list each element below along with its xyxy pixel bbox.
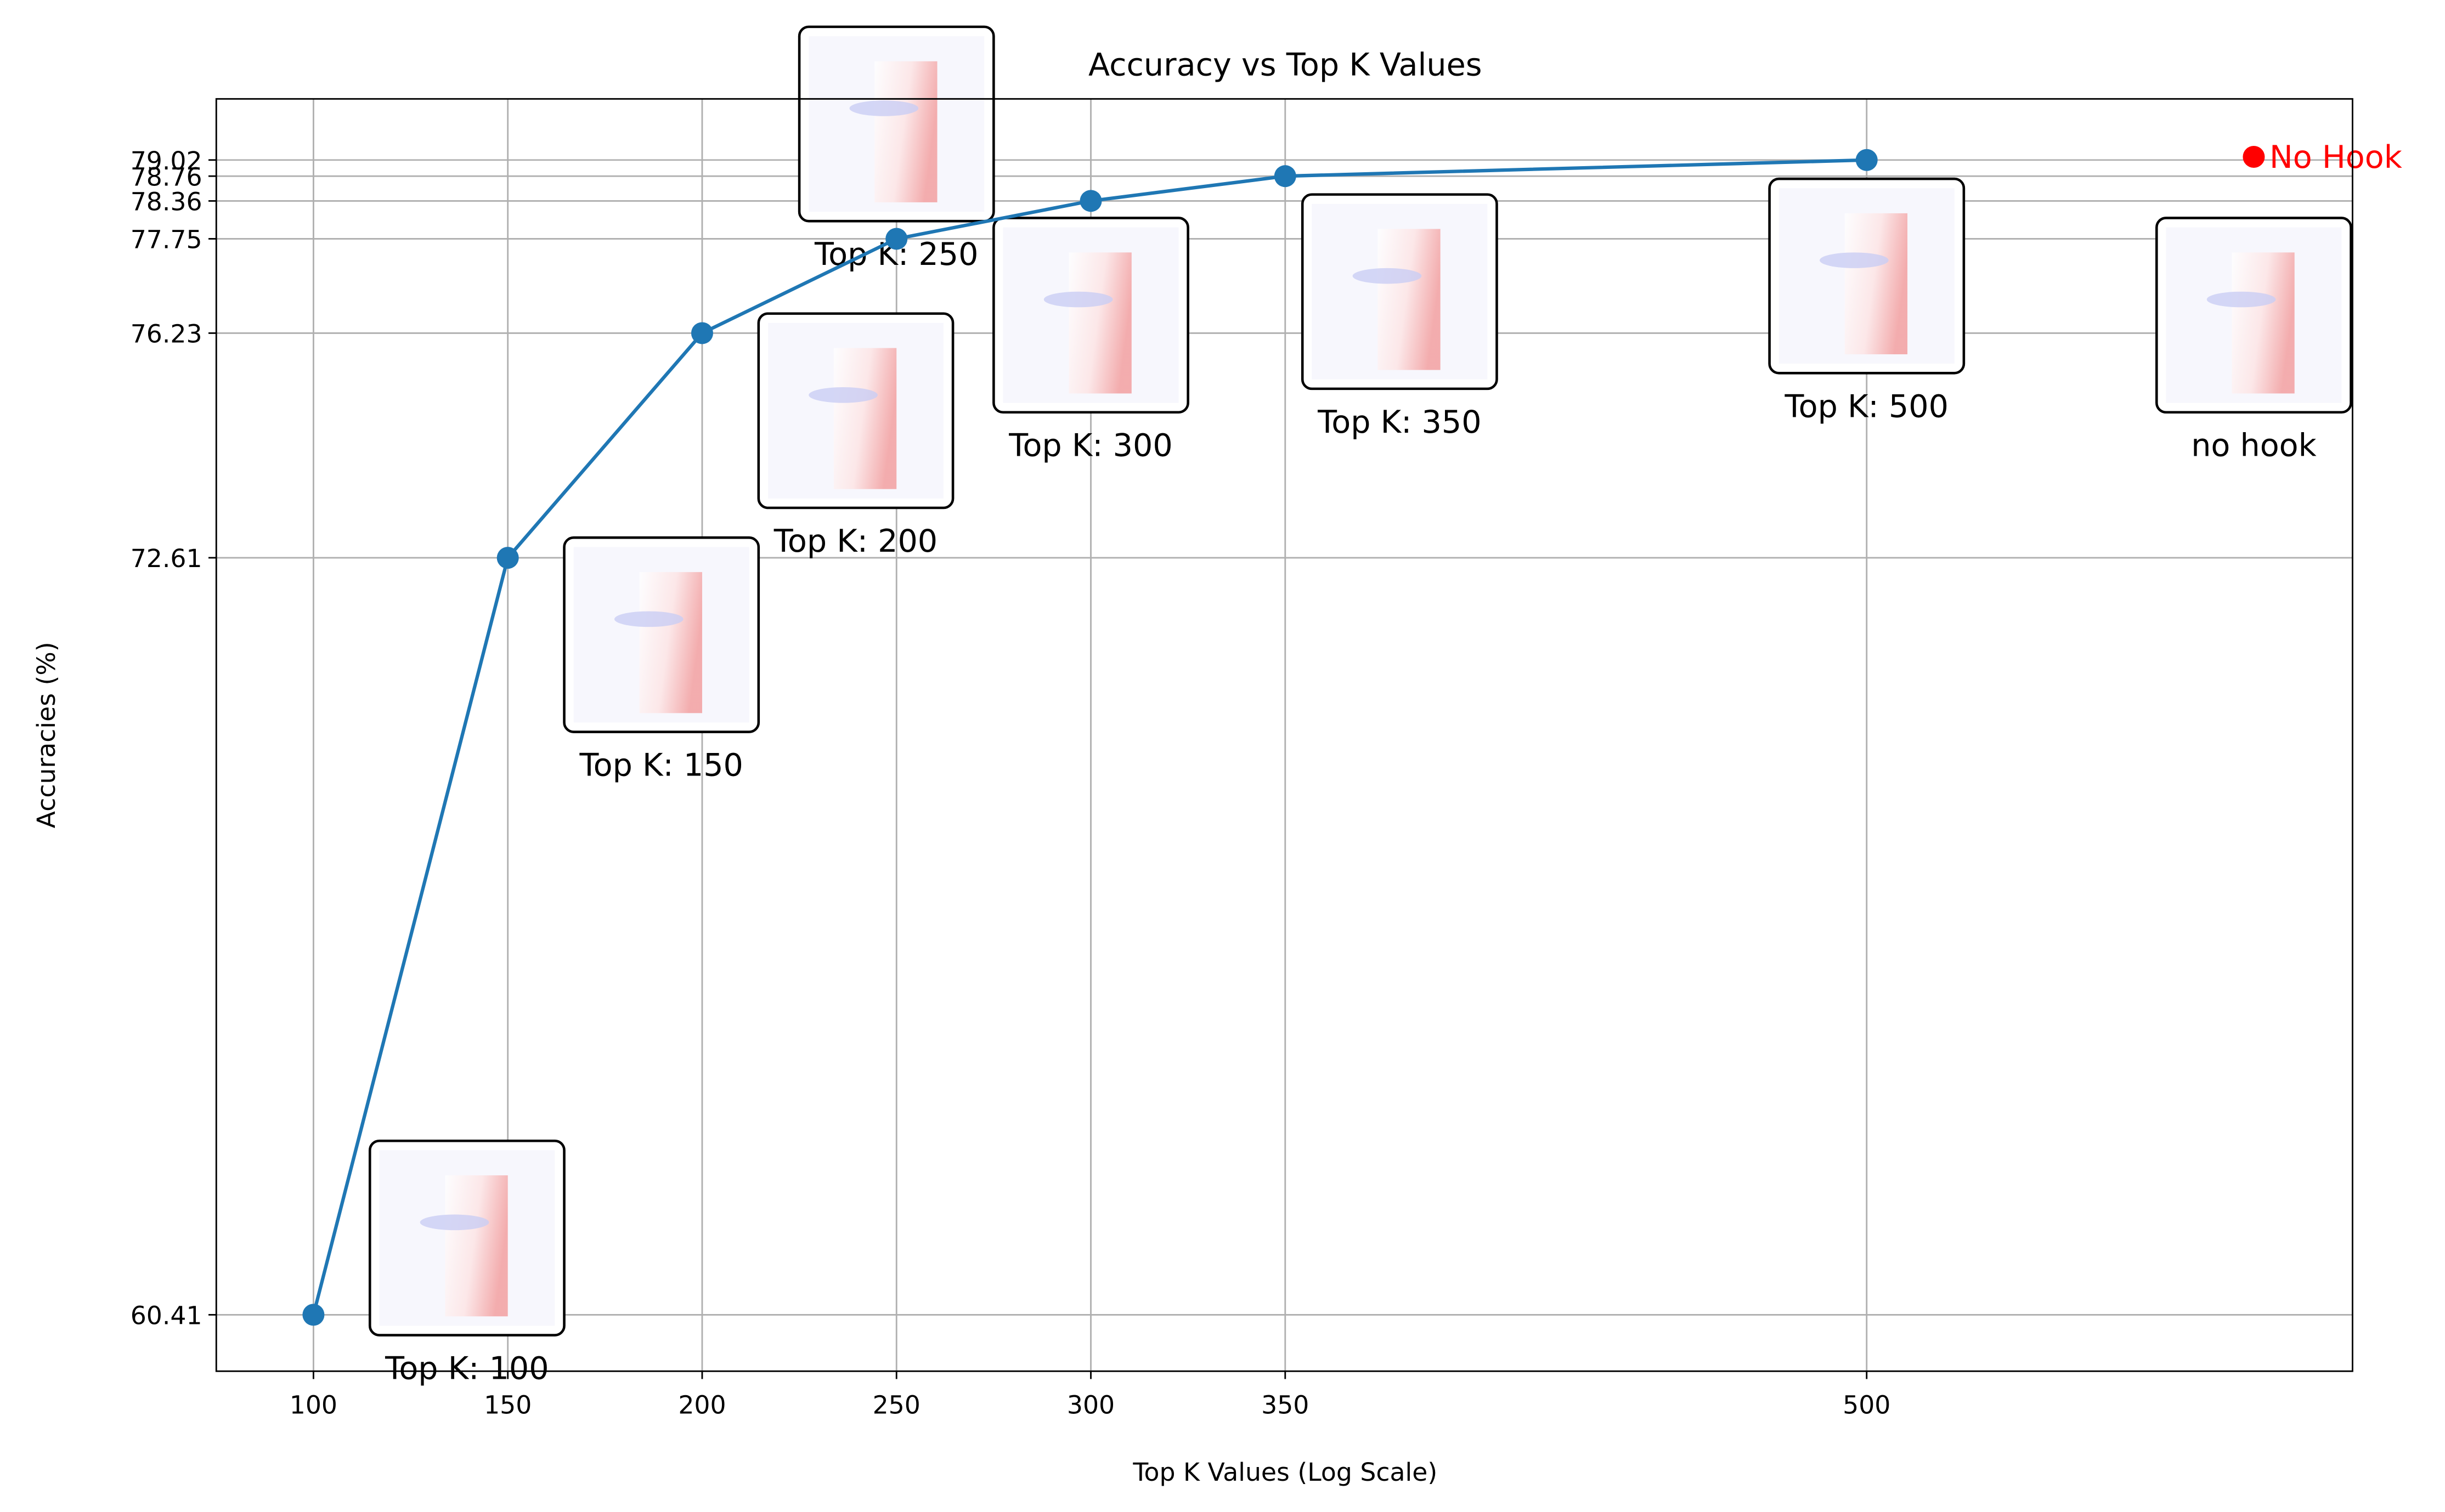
y-tick-label: 78.36 [131, 188, 202, 217]
data-point [1274, 165, 1296, 188]
thumbnail-label: Top K: 200 [773, 523, 938, 559]
thumbnail-1: Top K: 100 [368, 1139, 566, 1387]
chart-title: Accuracy vs Top K Values [1088, 47, 1482, 83]
thumbnail-hot-region [833, 348, 897, 489]
ticks: 100 150 200 250 300 350 500 60.41 72.61 76.23 77.7… [131, 146, 1891, 1419]
thumbnail-hot-region [2232, 252, 2295, 394]
thumbnail-cool-region [1352, 268, 1422, 284]
thumbnail-7: Top K: 500 [1768, 177, 1966, 424]
thumbnail-label: Top K: 500 [1785, 388, 1949, 424]
thumbnail-cool-region [1043, 291, 1113, 308]
thumbnail-hot-region [445, 1175, 508, 1317]
thumbnail-hot-region [1069, 252, 1132, 394]
thumbnail-label: Top K: 100 [385, 1351, 549, 1387]
x-tick-label: 100 [290, 1390, 337, 1419]
y-tick-label: 76.23 [131, 320, 202, 349]
data-point [691, 322, 713, 344]
data-point [496, 547, 519, 569]
thumbnail-hot-region [1844, 213, 1908, 355]
thumbnail-label: Top K: 300 [1008, 428, 1172, 464]
thumbnail-cool-region [809, 387, 878, 403]
y-tick-label: 60.41 [131, 1301, 202, 1330]
y-tick-label: 78.76 [131, 162, 202, 191]
no-hook-label: No Hook [2269, 139, 2402, 175]
data-point [1855, 149, 1878, 171]
y-tick-label: 79.02 [131, 146, 202, 175]
thumbnail-cool-region [1820, 252, 1889, 268]
points-layer: No Hook [302, 139, 2402, 1326]
x-tick-label: 250 [873, 1390, 921, 1419]
data-point [885, 228, 908, 250]
data-point [1080, 190, 1102, 212]
x-tick-label: 300 [1067, 1390, 1115, 1419]
data-point [302, 1304, 325, 1326]
thumbnail-hot-region [874, 61, 938, 202]
thumbnail-5: Top K: 300 [992, 217, 1189, 464]
thumbnail-4: Top K: 250 [798, 25, 995, 273]
y-tick-label: 72.61 [131, 544, 202, 573]
thumbnail-8: no hook [2155, 217, 2352, 464]
thumbnail-cool-region [849, 100, 919, 116]
thumbnail-3: Top K: 200 [757, 312, 955, 559]
thumbnail-cool-region [614, 611, 684, 627]
thumbnail-label: no hook [2191, 428, 2317, 464]
thumbnail-label: Top K: 350 [1317, 404, 1481, 440]
thumbnails: Top K: 100 Top K: 150 Top K: 200 Top K: 250… [368, 25, 2352, 1387]
no-hook-point [2243, 146, 2265, 168]
thumbnail-cool-region [2206, 291, 2276, 308]
x-tick-label: 150 [484, 1390, 532, 1419]
y-axis-label: Accuracies (%) [32, 642, 61, 828]
thumbnail-hot-region [639, 572, 702, 713]
y-tick-label: 77.75 [131, 225, 202, 254]
x-tick-label: 500 [1843, 1390, 1890, 1419]
x-axis-label: Top K Values (Log Scale) [1132, 1458, 1437, 1487]
thumbnail-hot-region [1377, 229, 1441, 370]
thumbnail-label: Top K: 150 [579, 747, 743, 784]
thumbnail-cool-region [420, 1214, 489, 1231]
x-tick-label: 350 [1261, 1390, 1309, 1419]
x-tick-label: 200 [678, 1390, 726, 1419]
thumbnail-6: Top K: 350 [1301, 193, 1498, 440]
thumbnail-2: Top K: 150 [563, 536, 760, 784]
